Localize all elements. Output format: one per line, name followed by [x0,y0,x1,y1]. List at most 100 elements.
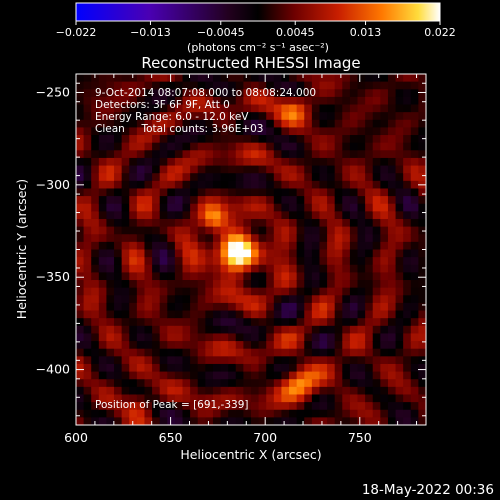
heatmap-cell [129,234,138,243]
heatmap-cell [296,257,305,266]
heatmap-cell [152,318,161,327]
heatmap-cell [334,341,343,350]
heatmap-cell [136,150,146,159]
heatmap-cell [380,394,389,403]
heatmap-cell [357,302,366,312]
heatmap-cell [197,363,206,373]
heatmap-cell [129,371,138,380]
heatmap-cell [212,104,222,113]
heatmap-cell [357,341,366,350]
heatmap-cell [311,104,321,113]
heatmap-cell [212,157,222,167]
heatmap-cell [235,302,244,312]
heatmap-cell [121,157,130,167]
heatmap-cell [243,386,252,396]
heatmap-cell [418,348,426,357]
heatmap-cell [159,89,168,98]
heatmap-cell [311,203,321,212]
heatmap-cell [251,333,260,342]
heatmap-cell [251,196,260,205]
heatmap-cell [83,264,92,273]
heatmap-cell [349,157,359,167]
heatmap-cell [197,302,206,312]
heatmap-cell [395,188,404,197]
heatmap-cell [418,173,426,182]
heatmap-cell [289,272,298,281]
heatmap-cell [129,196,138,205]
heatmap-cell [76,157,85,167]
heatmap-cell [327,402,336,411]
heatmap-cell [380,302,389,312]
heatmap-cell [410,241,419,251]
heatmap-cell [159,318,168,327]
heatmap-cell [144,341,153,350]
heatmap-cell [372,249,381,258]
heatmap-cell [395,241,404,251]
heatmap-cell [197,89,206,98]
heatmap-cell [243,402,252,411]
heatmap-cell [114,264,123,273]
heatmap-cell [159,409,168,418]
heatmap-cell [83,112,92,121]
heatmap-cell [190,89,199,98]
heatmap-cell [190,272,199,281]
heatmap-cell [167,241,176,251]
heatmap-cell [83,394,92,403]
heatmap-cell [144,249,153,258]
heatmap-cell [319,96,328,106]
heatmap-cell [76,81,85,90]
heatmap-cell [372,417,381,425]
heatmap-cell [114,104,123,113]
heatmap-cell [349,272,359,281]
heatmap-cell [304,386,313,396]
heatmap-cell [258,196,267,205]
heatmap-cell [167,287,176,296]
heatmap-cell [174,127,184,136]
heatmap-cell [387,402,397,411]
heatmap-cell [251,104,260,113]
heatmap-cell [365,280,374,289]
heatmap-cell [418,287,426,296]
heatmap-cell [319,417,328,425]
heatmap-cell [395,394,404,403]
heatmap-cell [212,203,222,212]
heatmap-cell [342,264,351,273]
heatmap-cell [152,241,161,251]
heatmap-cell [289,386,298,396]
heatmap-cell [182,211,191,220]
heatmap-cell [266,150,275,159]
heatmap-cell [197,371,206,380]
heatmap-cell [296,394,305,403]
heatmap-cell [349,142,359,151]
heatmap-cell [129,165,138,174]
heatmap-cell [98,272,108,281]
heatmap-cell [167,257,176,266]
heatmap-cell [289,287,298,296]
heatmap-cell [266,218,275,228]
heatmap-cell [403,386,412,396]
heatmap-cell [182,249,191,258]
heatmap-cell [380,234,389,243]
heatmap-cell [365,127,374,136]
heatmap-cell [387,264,397,273]
heatmap-cell [327,371,336,380]
heatmap-cell [129,295,138,304]
heatmap-cell [83,165,92,174]
heatmap-cell [418,257,426,266]
heatmap-cell [365,203,374,212]
heatmap-cell [243,173,252,182]
heatmap-cell [167,302,176,312]
heatmap-cell [289,234,298,243]
heatmap-cell [319,173,328,182]
heatmap-cell [121,173,130,182]
heatmap-cell [342,211,351,220]
heatmap-cell [387,196,397,205]
heatmap-cell [121,180,130,190]
heatmap-cell [76,310,85,319]
heatmap-cell [144,226,153,235]
heatmap-cell [136,135,146,144]
heatmap-cell [349,417,359,425]
heatmap-cell [357,386,366,396]
heatmap-cell [182,386,191,396]
heatmap-cell [91,196,100,205]
